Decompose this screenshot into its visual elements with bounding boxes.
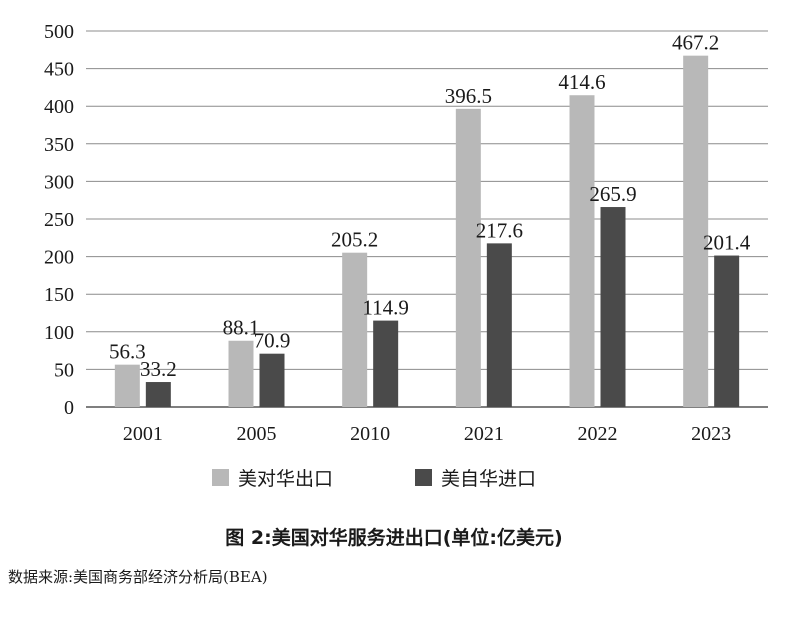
bar-import xyxy=(259,353,285,407)
bar-export xyxy=(569,95,595,408)
legend-swatch xyxy=(212,469,229,486)
bar-import xyxy=(600,207,626,407)
data-label-export: 205.2 xyxy=(331,228,378,252)
legend: 美对华出口 美自华进口 xyxy=(212,468,536,490)
x-axis-ticks: 2001 2005 2010 2021 2022 2023 xyxy=(123,423,731,445)
bar-export xyxy=(683,55,709,408)
y-tick-label: 100 xyxy=(44,322,74,344)
y-axis-ticks: 0 50 100 150 200 250 300 350 400 450 500 xyxy=(44,21,74,419)
bar-export xyxy=(455,108,481,407)
data-label-import: 201.4 xyxy=(703,231,751,255)
data-source: 数据来源:美国商务部经济分析局(BEA) xyxy=(8,568,268,586)
bar-chart: 0 50 100 150 200 250 300 350 400 450 500 56.333.2 8… xyxy=(44,21,768,490)
y-tick-label: 50 xyxy=(54,359,74,381)
x-tick-label: 2021 xyxy=(464,423,504,445)
bar-import xyxy=(373,320,399,407)
x-tick-label: 2023 xyxy=(691,423,731,445)
y-tick-label: 500 xyxy=(44,21,74,43)
legend-label: 美对华出口 xyxy=(238,468,333,490)
gridlines xyxy=(86,30,768,408)
y-tick-label: 300 xyxy=(44,171,74,193)
figure-caption: 图 2:美国对华服务进出口(单位:亿美元) xyxy=(225,527,563,549)
bar-import xyxy=(714,255,740,407)
y-tick-label: 400 xyxy=(44,96,74,118)
y-tick-label: 0 xyxy=(64,397,74,419)
y-tick-label: 450 xyxy=(44,59,74,81)
data-label-export: 396.5 xyxy=(445,84,492,108)
data-label-import: 114.9 xyxy=(362,296,408,320)
y-tick-label: 200 xyxy=(44,247,74,269)
y-tick-label: 150 xyxy=(44,284,74,306)
bars xyxy=(114,55,740,408)
x-tick-label: 2010 xyxy=(350,423,390,445)
legend-label: 美自华进口 xyxy=(441,468,536,490)
legend-swatch xyxy=(415,469,432,486)
data-label-export: 88.1 xyxy=(223,316,260,340)
data-label-export: 467.2 xyxy=(672,31,719,55)
data-labels: 56.333.2 88.170.9 205.2 114.9 396.5 217.6 414.… xyxy=(109,31,751,381)
data-label-import: 217.6 xyxy=(476,218,523,242)
y-tick-label: 250 xyxy=(44,209,74,231)
data-label-export: 414.6 xyxy=(558,70,605,94)
bar-export xyxy=(114,364,140,407)
x-tick-label: 2022 xyxy=(578,423,618,445)
x-tick-label: 2001 xyxy=(123,423,163,445)
bar-import xyxy=(486,243,512,407)
y-tick-label: 350 xyxy=(44,134,74,156)
bar-import xyxy=(145,382,171,407)
bar-export xyxy=(228,340,254,407)
x-tick-label: 2005 xyxy=(237,423,277,445)
data-label-import: 70.9 xyxy=(254,329,291,353)
data-label-import: 265.9 xyxy=(589,182,636,206)
data-label-import: 33.2 xyxy=(140,357,177,381)
data-label-export: 56.3 xyxy=(109,340,146,364)
bar-export xyxy=(342,252,368,407)
